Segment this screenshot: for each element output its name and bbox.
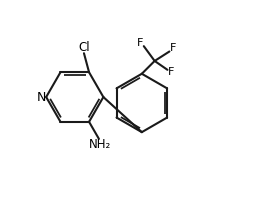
Text: F: F: [168, 67, 175, 77]
Text: N: N: [37, 91, 46, 104]
Text: NH₂: NH₂: [89, 138, 111, 151]
Text: F: F: [170, 43, 176, 53]
Text: Cl: Cl: [78, 41, 90, 54]
Text: F: F: [137, 38, 143, 48]
